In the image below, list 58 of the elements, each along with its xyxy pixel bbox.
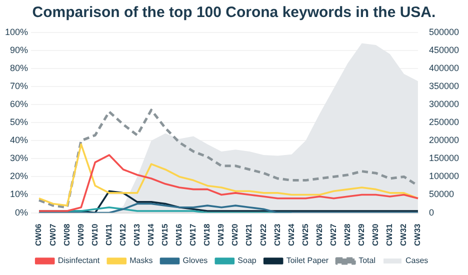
y2-tick-label: 150000	[428, 153, 460, 164]
y-tick-label: 20%	[10, 171, 28, 182]
legend-label: Soap	[238, 256, 257, 266]
x-tick-label: CW08	[62, 223, 72, 246]
y-tick-label: 40%	[10, 135, 28, 146]
x-tick-label: CW27	[328, 223, 338, 246]
x-tick-label: CW10	[90, 223, 100, 246]
x-tick-label: CW14	[146, 223, 156, 246]
y-tick-label: 0%	[15, 207, 28, 218]
x-tick-label: CW24	[286, 223, 296, 246]
x-tick-label: CW15	[160, 223, 170, 246]
y2-tick-label: 50000	[428, 189, 454, 200]
x-tick-label: CW31	[385, 223, 394, 246]
y-tick-label: 50%	[10, 117, 28, 128]
x-tick-label: CW26	[314, 223, 324, 246]
y2-tick-label: 300000	[428, 99, 460, 110]
y-tick-label: 10%	[10, 189, 28, 200]
legend-label: Cases	[405, 256, 428, 266]
y-tick-label: 60%	[10, 99, 28, 110]
y-tick-label: 90%	[10, 44, 28, 55]
x-tick-label: CW09	[76, 223, 86, 246]
y2-tick-label: 400000	[428, 62, 460, 73]
x-tick-label: CW25	[300, 223, 310, 246]
y2-tick-label: 350000	[428, 80, 460, 91]
legend-label: Disinfectant	[58, 256, 100, 266]
legend-label: Masks	[130, 256, 153, 266]
legend-label: Toilet Paper	[286, 256, 329, 266]
x-tick-label: CW16	[174, 223, 184, 246]
x-tick-label: CW11	[104, 223, 114, 246]
y-tick-label: 80%	[10, 62, 28, 73]
y2-tick-label: 100000	[428, 171, 460, 182]
x-tick-label: CW32	[399, 223, 408, 246]
x-tick-label: CW21	[244, 223, 254, 246]
y2-tick-label: 500000	[428, 26, 460, 37]
x-tick-label: CW19	[216, 223, 226, 246]
x-tick-label: CW22	[258, 223, 268, 246]
x-tick-label: CW29	[357, 223, 366, 246]
y2-tick-label: 200000	[428, 135, 460, 146]
y-tick-label: 100%	[4, 26, 28, 37]
x-tick-label: CW23	[272, 223, 282, 246]
x-tick-label: CW06	[34, 223, 44, 246]
x-tick-label: CW33	[413, 223, 422, 246]
x-tick-label: CW30	[371, 223, 380, 246]
y-tick-label: 30%	[10, 153, 28, 164]
y2-tick-label: 450000	[428, 44, 460, 55]
x-tick-label: CW12	[118, 223, 128, 246]
x-tick-label: CW17	[188, 223, 198, 246]
y2-tick-label: 0	[428, 207, 434, 218]
y-tick-label: 70%	[10, 80, 28, 91]
x-tick-label: CW28	[342, 223, 352, 246]
x-tick-label: CW07	[48, 223, 58, 246]
x-tick-label: CW18	[202, 223, 212, 246]
legend-label: Total	[358, 256, 376, 266]
chart-title: Comparison of the top 100 Corona keywords in the USA.	[31, 4, 437, 23]
y2-tick-label: 250000	[428, 117, 460, 128]
x-tick-label: CW13	[132, 223, 142, 246]
x-tick-label: CW20	[230, 223, 240, 246]
legend-label: Gloves	[182, 256, 208, 266]
